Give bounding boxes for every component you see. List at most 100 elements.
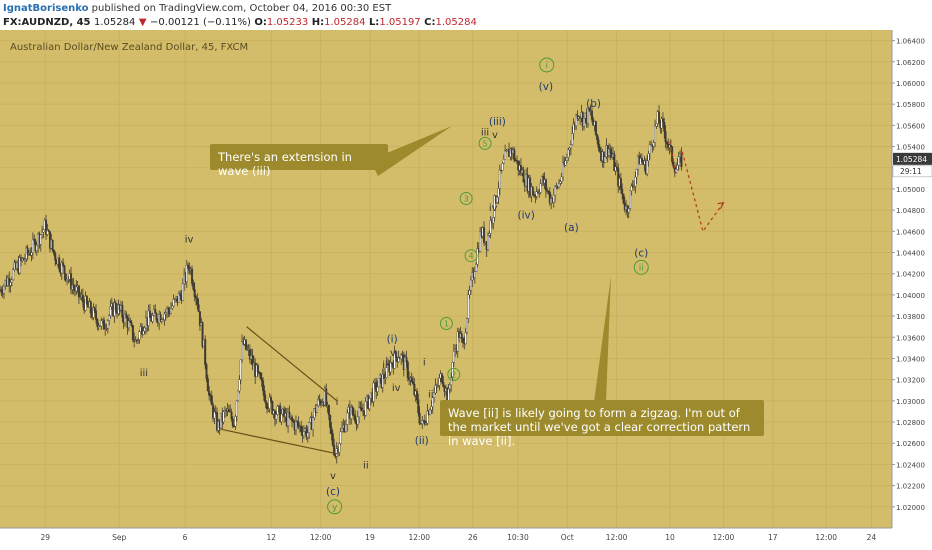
- callout-pointer: [370, 126, 452, 176]
- candle-body: [451, 362, 454, 379]
- candle-body: [213, 411, 216, 419]
- candle-body: [652, 142, 655, 147]
- time-tick-label: 10: [665, 533, 675, 542]
- candle-body: [548, 192, 551, 204]
- candle-body: [185, 264, 188, 282]
- price-tick-label: 1.04000: [896, 292, 925, 300]
- candle-body: [504, 150, 507, 160]
- close-value: 1.05284: [435, 17, 477, 28]
- candle-body: [571, 133, 574, 145]
- candle-body: [244, 339, 247, 350]
- candle-body: [565, 157, 568, 161]
- candle-body: [663, 122, 666, 132]
- candle-body: [148, 310, 151, 318]
- price-axis[interactable]: 1.06400 1.06200 1.06000 1.05800 1.05600 1.054…: [891, 30, 932, 550]
- wave-circle: [447, 367, 461, 381]
- wave-circle-label: 1: [444, 320, 449, 329]
- candle-body: [680, 153, 683, 168]
- candle-body: [648, 144, 651, 154]
- annotation-extension[interactable]: There's an extension in wave (iii): [210, 144, 388, 178]
- wave-label: v: [390, 348, 396, 359]
- triangle-trendline: [246, 326, 338, 402]
- wave-circle: [439, 317, 453, 331]
- candle-body: [239, 359, 242, 380]
- candle-body: [102, 319, 105, 330]
- time-tick-label: 12:00: [713, 533, 735, 542]
- candle-body: [93, 307, 96, 311]
- candle-body: [469, 279, 472, 291]
- candle-body: [440, 373, 443, 383]
- candle-body: [287, 412, 290, 426]
- time-axis[interactable]: 29 Sep 6 12 12:00 19 12:00 26 10:30 Oct 12:00 10 12:…: [0, 527, 892, 550]
- price-tick-label: 1.04600: [896, 228, 925, 236]
- candle-body: [513, 149, 516, 161]
- candle-body: [234, 416, 237, 427]
- candle-body: [137, 339, 140, 341]
- price-tick-label: 1.05800: [896, 101, 925, 109]
- candle-body: [609, 148, 612, 154]
- time-tick-label: 6: [183, 533, 188, 542]
- candle-body: [54, 253, 57, 261]
- candle-body: [338, 443, 341, 453]
- candle-body: [151, 315, 154, 322]
- candle-body: [617, 168, 620, 187]
- candle-body: [262, 380, 265, 391]
- candle-body: [554, 186, 557, 196]
- candle-body: [658, 111, 661, 124]
- candle-body: [143, 327, 146, 332]
- wave-label: (i): [387, 333, 398, 345]
- price-tick-label: 1.06400: [896, 38, 925, 46]
- annotation-zigzag[interactable]: Wave [ii] is likely going to form a zigz…: [440, 400, 764, 448]
- candle-body: [279, 405, 282, 423]
- author-name[interactable]: IgnatBorisenko: [3, 3, 89, 14]
- candle-body: [237, 390, 240, 402]
- candle-body: [333, 444, 336, 456]
- plot-area[interactable]: [0, 30, 892, 528]
- candle-body: [130, 322, 133, 326]
- wave-label: (b): [586, 98, 601, 110]
- candle-body: [655, 123, 658, 127]
- candle-body: [676, 164, 679, 170]
- candle-body: [654, 125, 657, 143]
- candle-body: [312, 417, 315, 430]
- candle-body: [123, 313, 126, 324]
- triangle-trendline: [221, 428, 338, 455]
- candle-body: [208, 390, 211, 396]
- candle-body: [72, 284, 75, 289]
- candle-body: [96, 319, 99, 327]
- candle-body: [141, 326, 144, 335]
- candle-body: [45, 219, 48, 235]
- candle-body: [452, 350, 455, 363]
- candle-body: [535, 191, 538, 197]
- candle-body: [294, 420, 297, 431]
- open-value: 1.05233: [266, 17, 309, 28]
- candle-body: [222, 411, 225, 423]
- candle-body: [622, 193, 625, 204]
- price-chart[interactable]: 1.06400 1.06200 1.06000 1.05800 1.05600 1.054…: [0, 30, 932, 550]
- candle-body: [58, 257, 61, 270]
- wave-circle: [478, 136, 492, 150]
- candle-body: [498, 169, 501, 189]
- candle-body: [635, 169, 638, 178]
- candle-body: [327, 405, 330, 416]
- price-tick-label: 1.02400: [896, 461, 925, 469]
- candle-body: [106, 320, 109, 329]
- candle-body: [138, 331, 141, 340]
- candle-body: [538, 192, 541, 194]
- candle-body: [127, 320, 130, 329]
- candle-body: [233, 425, 236, 428]
- candle-body: [544, 179, 547, 191]
- candle-body: [522, 169, 525, 183]
- candle-body: [147, 310, 150, 326]
- wave-label: (iii): [489, 116, 506, 128]
- candle-body: [70, 273, 73, 290]
- wave-circle-label: 2: [451, 370, 456, 379]
- candle-body: [318, 399, 321, 402]
- candle-body: [425, 423, 428, 425]
- candle-body: [129, 320, 132, 323]
- candle-body: [390, 362, 393, 365]
- candle-body: [46, 229, 49, 235]
- wave-label: iv: [489, 203, 498, 214]
- candle-body: [179, 293, 182, 296]
